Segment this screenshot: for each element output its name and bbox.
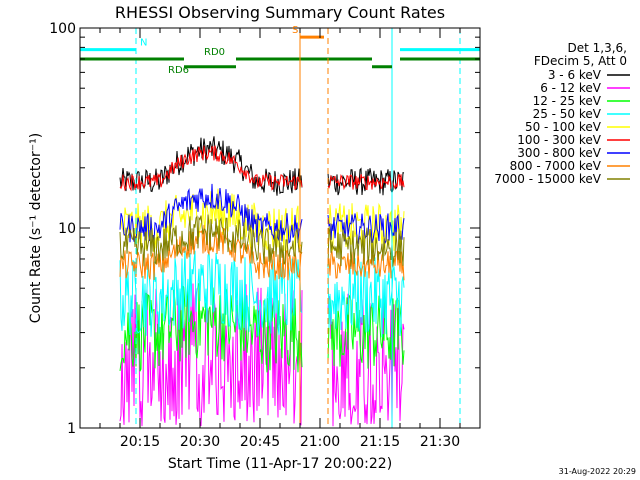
footer-date: 31-Aug-2022 20:29 [559, 467, 636, 476]
x-tick-label-2: 20:45 [240, 434, 280, 450]
y-tick-label-2: 100 [49, 21, 76, 37]
x-axis-label: Start Time (11-Apr-17 20:00:22) [168, 456, 392, 472]
series-line-3 [119, 250, 405, 338]
legend-label-3: 25 - 50 keV [533, 107, 602, 121]
legend-label-1: 6 - 12 keV [540, 81, 602, 95]
x-tick-label-5: 21:30 [420, 434, 460, 450]
series-line-5 [119, 145, 405, 192]
x-axis: 20:15 20:30 20:45 21:00 21:15 21:30 [99, 28, 481, 450]
legend-label-5: 100 - 300 keV [517, 133, 601, 147]
y-axis-label: Count Rate (s⁻¹ detector⁻¹) [28, 133, 44, 323]
x-tick-label-4: 21:15 [360, 434, 400, 450]
legend-title-0: Det 1,3,6, [568, 41, 628, 55]
flag-label-0: N [140, 38, 147, 49]
x-tick-label-1: 20:30 [180, 434, 220, 450]
series-layer [119, 136, 405, 427]
legend-title-1: FDecim 5, Att 0 [534, 54, 627, 68]
series-line-8 [119, 214, 405, 267]
legend-label-6: 300 - 800 keV [517, 146, 601, 160]
flag-label-2: RD6 [168, 65, 189, 76]
y-axis: 1 10 100 [49, 21, 480, 437]
y-tick-label-0: 1 [67, 421, 76, 437]
legend-label-8: 7000 - 15000 keV [494, 172, 601, 186]
legend-label-7: 800 - 7000 keV [510, 159, 602, 173]
legend-label-0: 3 - 6 keV [548, 68, 602, 82]
x-tick-label-0: 20:15 [120, 434, 160, 450]
annotation-layer [80, 28, 480, 428]
y-tick-label-1: 10 [58, 221, 76, 237]
x-tick-label-3: 21:00 [300, 434, 340, 450]
legend-label-4: 50 - 100 keV [525, 120, 602, 134]
chart-title: RHESSI Observing Summary Count Rates [115, 3, 445, 22]
legend-label-2: 12 - 25 keV [533, 94, 602, 108]
flag-label-3: S [292, 25, 298, 36]
series-line-0 [119, 136, 405, 196]
flag-label-1: RD0 [204, 47, 225, 58]
